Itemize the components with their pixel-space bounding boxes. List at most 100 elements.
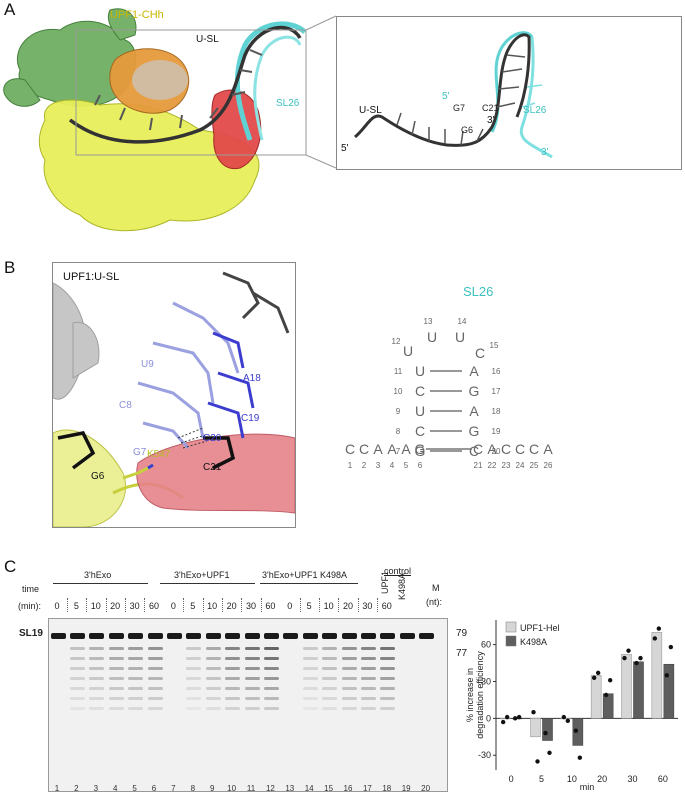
gel-product-band	[186, 687, 202, 690]
gel-product-band	[147, 687, 163, 690]
gel-product-band	[89, 707, 105, 710]
gel-product-band	[108, 687, 124, 690]
data-point	[543, 730, 548, 736]
gel-product-band	[128, 647, 144, 650]
sl26-strand-num: 22	[488, 461, 497, 470]
time-point-label: 20	[226, 601, 237, 611]
gel-product-band	[205, 687, 221, 690]
gel-main-band	[341, 633, 357, 639]
data-point	[652, 636, 658, 641]
gel-product-band	[89, 677, 105, 680]
gel-product-band	[380, 677, 396, 680]
gel-product-band	[225, 647, 241, 650]
time-point-label: 20	[110, 601, 121, 611]
gel-product-band	[380, 647, 396, 650]
sl26-loop-num: 12	[392, 337, 401, 346]
data-point	[595, 670, 601, 676]
gel-product-band	[322, 677, 338, 680]
gel-product-band	[322, 687, 338, 690]
inset-g6: G6	[461, 125, 474, 135]
sl26-stem-left-num: 7	[396, 447, 401, 456]
res-g6: G6	[91, 471, 105, 482]
sl26-strand-num: 1	[348, 461, 353, 470]
x-tick-label: 5	[539, 774, 544, 784]
gel-product-band	[69, 677, 85, 680]
sl26-strand-base: C	[473, 441, 483, 457]
gel-product-band	[341, 677, 357, 680]
lane-number: 3	[93, 784, 99, 793]
gel-product-band	[128, 697, 144, 700]
gel-product-band	[263, 707, 279, 710]
bar-k498a	[572, 718, 584, 746]
gel-main-band	[263, 633, 279, 639]
lane-number: 1	[54, 784, 60, 793]
gel-product-band	[205, 707, 221, 710]
panel-a-label: A	[4, 0, 16, 19]
x-tick-label: 30	[627, 774, 637, 784]
bar-k498a	[633, 661, 644, 719]
lane-number: 20	[421, 784, 431, 793]
data-point	[638, 655, 643, 661]
sl26-strand-num: 25	[530, 461, 539, 470]
time-separator	[357, 598, 359, 612]
inset-sl26: SL26	[523, 105, 547, 116]
gel-product-band	[128, 667, 144, 670]
gel-product-band	[302, 647, 318, 650]
bar-upf1-hel	[621, 654, 632, 719]
sl26-strand-base: C	[345, 441, 355, 457]
gel-product-band	[244, 687, 260, 690]
time-point-label: 10	[323, 601, 334, 611]
group-label-2: 3'hExo+UPF1	[174, 570, 230, 580]
gel-product-band	[341, 687, 357, 690]
gel-main-band	[166, 633, 182, 639]
gel-main-band	[69, 633, 85, 639]
gel-product-band	[186, 657, 202, 660]
gel-product-band	[186, 647, 202, 650]
bar-upf1-hel	[530, 718, 541, 738]
gel-product-band	[69, 667, 85, 670]
time-point-label: 30	[245, 601, 257, 611]
time-separator	[377, 598, 379, 612]
gel-product-band	[108, 697, 124, 700]
gel-main-band	[225, 633, 241, 639]
gel-main-band	[322, 633, 338, 639]
sl26-strand-base: A	[387, 441, 397, 457]
gel-main-band	[205, 633, 221, 639]
sl26-stem-right-base: C	[469, 443, 479, 459]
gel-product-band	[89, 687, 105, 690]
gel-product-band	[341, 657, 357, 660]
sl26-stem-right-num: 16	[492, 367, 501, 376]
time-point-label: 10	[90, 601, 101, 611]
gel-product-band	[322, 707, 338, 710]
gel-main-band	[283, 633, 299, 639]
lane-number: 12	[265, 784, 275, 793]
group-label-3: 3'hExo+UPF1 K498A	[262, 570, 348, 580]
lane-number: 10	[227, 784, 237, 793]
sl26-stem-left-num: 11	[394, 367, 403, 376]
gel-product-band	[128, 677, 144, 680]
gel-product-band	[69, 697, 85, 700]
gel-product-band	[128, 657, 144, 660]
inset-g7: G7	[453, 103, 466, 113]
gel-product-band	[263, 687, 279, 690]
time-separator	[124, 598, 126, 612]
gel-product-band	[244, 707, 260, 710]
gel-product-band	[341, 707, 357, 710]
gel-main-band	[186, 633, 202, 639]
gel-main-band	[147, 633, 163, 639]
gel-product-band	[380, 687, 396, 690]
sl26-stem-right-base: G	[469, 423, 480, 439]
panel-b-structure	[53, 271, 295, 527]
gel-product-band	[225, 667, 241, 670]
group-line-2	[160, 583, 255, 584]
gel-product-band	[263, 697, 279, 700]
gel-main-band	[380, 633, 396, 639]
gel-product-band	[108, 667, 124, 670]
time-separator	[183, 598, 185, 612]
lane-number: 8	[190, 784, 196, 793]
time-point-label: 0	[287, 601, 293, 611]
lane-number: 18	[382, 784, 392, 793]
panel-b-label: B	[4, 258, 16, 277]
sl26-strand-num: 6	[418, 461, 423, 470]
sl26-stem-left-base: U	[415, 363, 425, 379]
